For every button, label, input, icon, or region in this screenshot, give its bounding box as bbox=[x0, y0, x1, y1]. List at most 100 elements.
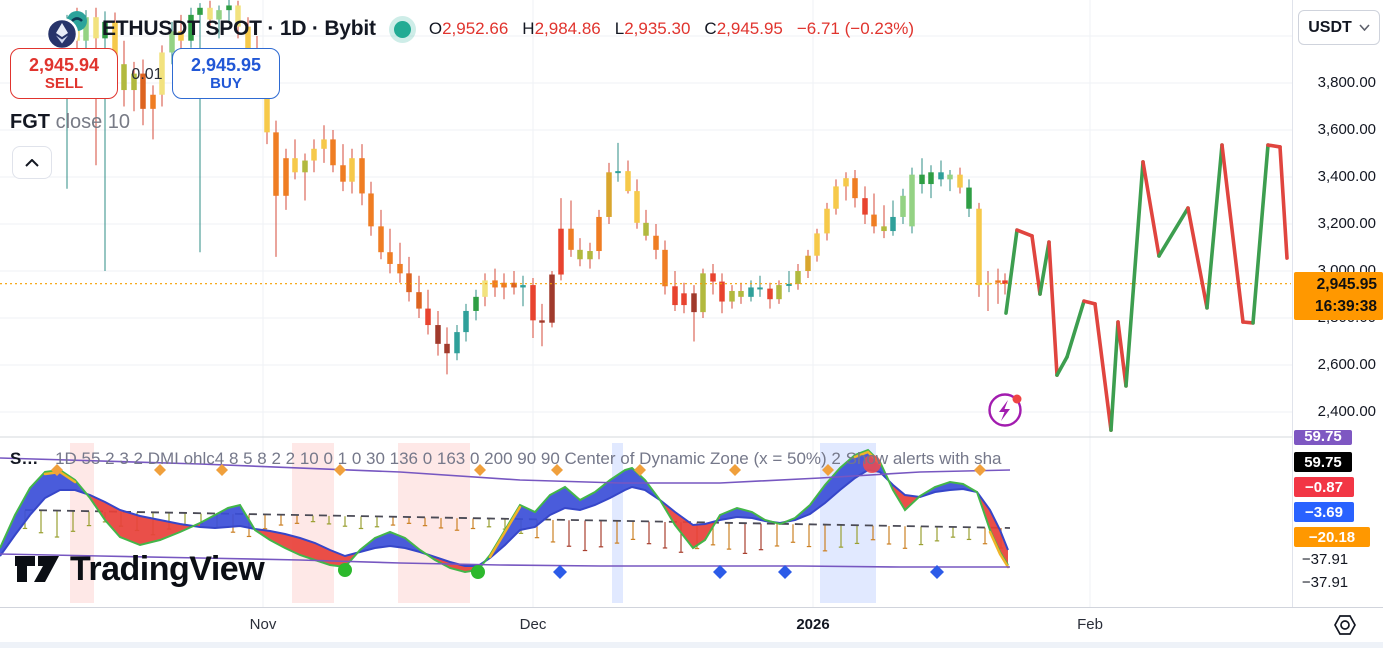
oscillator-ribbon bbox=[625, 468, 632, 490]
candle-body bbox=[425, 308, 431, 326]
candle-body bbox=[511, 282, 517, 288]
candle-body bbox=[748, 287, 754, 297]
candle-body bbox=[520, 285, 526, 288]
diamond-marker-bottom bbox=[553, 565, 567, 579]
candle-body bbox=[245, 26, 251, 51]
tradingview-logo-icon bbox=[15, 556, 59, 582]
forecast-segment bbox=[1205, 143, 1224, 310]
time-axis-label: Nov bbox=[249, 616, 277, 633]
ribbon-accent bbox=[988, 530, 1010, 569]
forecast-segment bbox=[1093, 302, 1113, 432]
candle-body bbox=[558, 228, 564, 275]
indicator-abbr[interactable]: S… bbox=[10, 449, 39, 468]
candle-body bbox=[947, 174, 953, 180]
current-price: 2,945.95 bbox=[1316, 275, 1377, 293]
candle-body bbox=[416, 292, 422, 309]
currency-button[interactable]: USDT bbox=[1298, 10, 1380, 45]
price-tick-label: 3,600.00 bbox=[1317, 121, 1376, 138]
candle-body bbox=[387, 252, 393, 264]
candle-body bbox=[406, 273, 412, 293]
forecast-segment bbox=[1141, 160, 1161, 258]
candle-body bbox=[93, 17, 99, 39]
oscillator-ribbon bbox=[990, 510, 1000, 552]
forecast-segment bbox=[1109, 320, 1120, 432]
buy-price: 2,945.95 bbox=[190, 54, 262, 75]
oscillator-ribbon bbox=[1000, 530, 1008, 565]
oscillator-ribbon bbox=[215, 508, 228, 528]
candle-body bbox=[454, 332, 460, 354]
buy-button[interactable]: 2,945.95 BUY bbox=[172, 48, 280, 99]
price-scale[interactable]: USDT 3,800.00 3,600.00 3,400.00 3,200.00 3,0… bbox=[1292, 0, 1383, 607]
sell-price: 2,945.94 bbox=[28, 54, 100, 75]
diamond-marker-bottom bbox=[713, 565, 727, 579]
bar-countdown: 16:39:38 bbox=[1314, 298, 1377, 315]
oscillator-ribbon bbox=[270, 531, 285, 548]
indicator-header: S… 1D 55 2 3 2 DMI ohlc4 8 5 8 2 2 10 0 … bbox=[10, 449, 1002, 469]
diamond-marker-top bbox=[634, 464, 646, 476]
candle-body bbox=[606, 172, 612, 217]
candle-body bbox=[824, 208, 830, 234]
candle-body bbox=[216, 10, 222, 20]
oscillator-ribbon bbox=[140, 516, 160, 545]
purple-top-line bbox=[0, 457, 1011, 484]
candle-body bbox=[330, 139, 336, 166]
ohlc-close: 2,945.95 bbox=[716, 19, 783, 38]
oscillator-ribbon bbox=[30, 472, 45, 515]
candle-body bbox=[890, 216, 896, 232]
candle-body bbox=[643, 222, 649, 236]
sell-label: SELL bbox=[44, 75, 84, 93]
indicator-value-label: −37.91 bbox=[1301, 574, 1349, 591]
candle-body bbox=[539, 320, 545, 323]
purple-bottom-line bbox=[0, 553, 1010, 568]
candle-body bbox=[482, 280, 488, 297]
ohlc-values: O2,952.66 H2,984.86 L2,935.30 C2,945.95 … bbox=[429, 19, 914, 39]
candle-body bbox=[662, 249, 668, 287]
candle-body bbox=[862, 198, 868, 215]
candle-body bbox=[378, 226, 384, 253]
scales-settings-button[interactable] bbox=[1332, 612, 1358, 638]
candle-body bbox=[776, 285, 782, 300]
candle-body bbox=[833, 186, 839, 209]
eth-bybit-logo-icon bbox=[45, 11, 87, 51]
diamond-marker-top bbox=[51, 464, 63, 476]
candle-body bbox=[757, 287, 763, 290]
indicator-value-label: 59.75 bbox=[1294, 430, 1352, 445]
candle-body bbox=[292, 158, 298, 173]
oscillator-ribbon bbox=[105, 502, 120, 537]
candle-body bbox=[264, 68, 270, 133]
price-tick-label: 3,200.00 bbox=[1317, 215, 1376, 232]
candle-body bbox=[681, 293, 687, 306]
forecast-segment bbox=[1082, 299, 1097, 306]
time-axis[interactable]: Nov Dec 2026 Feb bbox=[0, 607, 1383, 648]
sell-button[interactable]: 2,945.94 SELL bbox=[10, 48, 118, 99]
axis-bottom-strip bbox=[0, 642, 1383, 648]
time-axis-label: Dec bbox=[519, 616, 547, 633]
chart-header: ETHUSDT SPOT · 1D · Bybit O2,952.66 H2,9… bbox=[44, 8, 914, 51]
oscillator-ribbon bbox=[228, 505, 240, 527]
oscillator-ribbon bbox=[15, 488, 30, 535]
indicator-value-label: −0.87 bbox=[1294, 477, 1354, 497]
collapse-button[interactable] bbox=[12, 146, 52, 179]
candle-body bbox=[976, 208, 982, 286]
candle-body bbox=[843, 178, 849, 187]
symbol-title[interactable]: ETHUSDT SPOT · 1D · Bybit bbox=[102, 17, 376, 40]
candle-body bbox=[995, 280, 1001, 283]
forecast-segment bbox=[1251, 143, 1270, 325]
strategy-params: close 10 bbox=[55, 111, 131, 133]
candle-body bbox=[871, 214, 877, 227]
candle-body bbox=[549, 274, 555, 323]
forecast-segment bbox=[1047, 240, 1059, 377]
ribbon-accent bbox=[488, 505, 522, 559]
candle-body bbox=[653, 235, 659, 250]
candle-body bbox=[700, 273, 706, 313]
ohlc-open: 2,952.66 bbox=[442, 19, 509, 38]
forecast-segment bbox=[1015, 228, 1034, 238]
oscillator-ribbon bbox=[120, 510, 140, 545]
candle-body bbox=[767, 288, 773, 300]
oscillator-ribbon bbox=[632, 468, 645, 490]
market-status-icon[interactable] bbox=[393, 20, 411, 38]
candle-body bbox=[795, 271, 801, 284]
ohlc-label: H bbox=[522, 19, 535, 38]
candle-body bbox=[919, 174, 925, 185]
